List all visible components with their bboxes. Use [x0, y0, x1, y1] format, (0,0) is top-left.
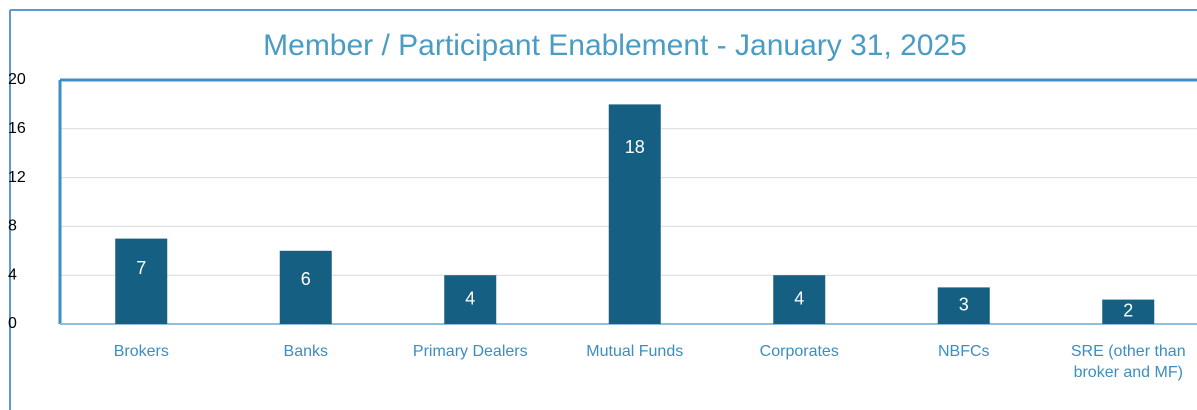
y-tick-label: 0: [8, 315, 17, 332]
bar: [115, 238, 168, 324]
x-tick-label: Primary Dealers: [412, 343, 528, 360]
y-tick-label: 16: [8, 120, 26, 137]
bar: [444, 275, 497, 324]
x-tick-label: Corporates: [759, 343, 839, 360]
data-label: 6: [301, 269, 311, 289]
data-label: 2: [1123, 301, 1133, 321]
data-label: 3: [959, 294, 969, 314]
y-tick-label: 4: [8, 266, 17, 283]
data-label: 4: [794, 288, 804, 308]
bar: [608, 104, 661, 325]
bar: [279, 250, 332, 324]
y-tick-label: 12: [8, 169, 26, 186]
data-label: 4: [465, 288, 475, 308]
data-label: 7: [136, 258, 146, 278]
bar: [773, 275, 826, 324]
y-tick-label: 20: [8, 71, 26, 88]
x-tick-label: Banks: [283, 343, 328, 360]
y-tick-label: 8: [8, 218, 17, 235]
x-tick-label: SRE (other than broker and MF): [1070, 343, 1186, 381]
chart-title: Member / Participant Enablement - Januar…: [263, 29, 967, 62]
x-tick-label: Brokers: [113, 343, 169, 360]
bar: [1102, 299, 1155, 324]
data-label: 18: [625, 137, 645, 157]
x-tick-label: Mutual Funds: [586, 343, 684, 360]
x-tick-label: NBFCs: [937, 343, 990, 360]
bar: [937, 287, 990, 324]
